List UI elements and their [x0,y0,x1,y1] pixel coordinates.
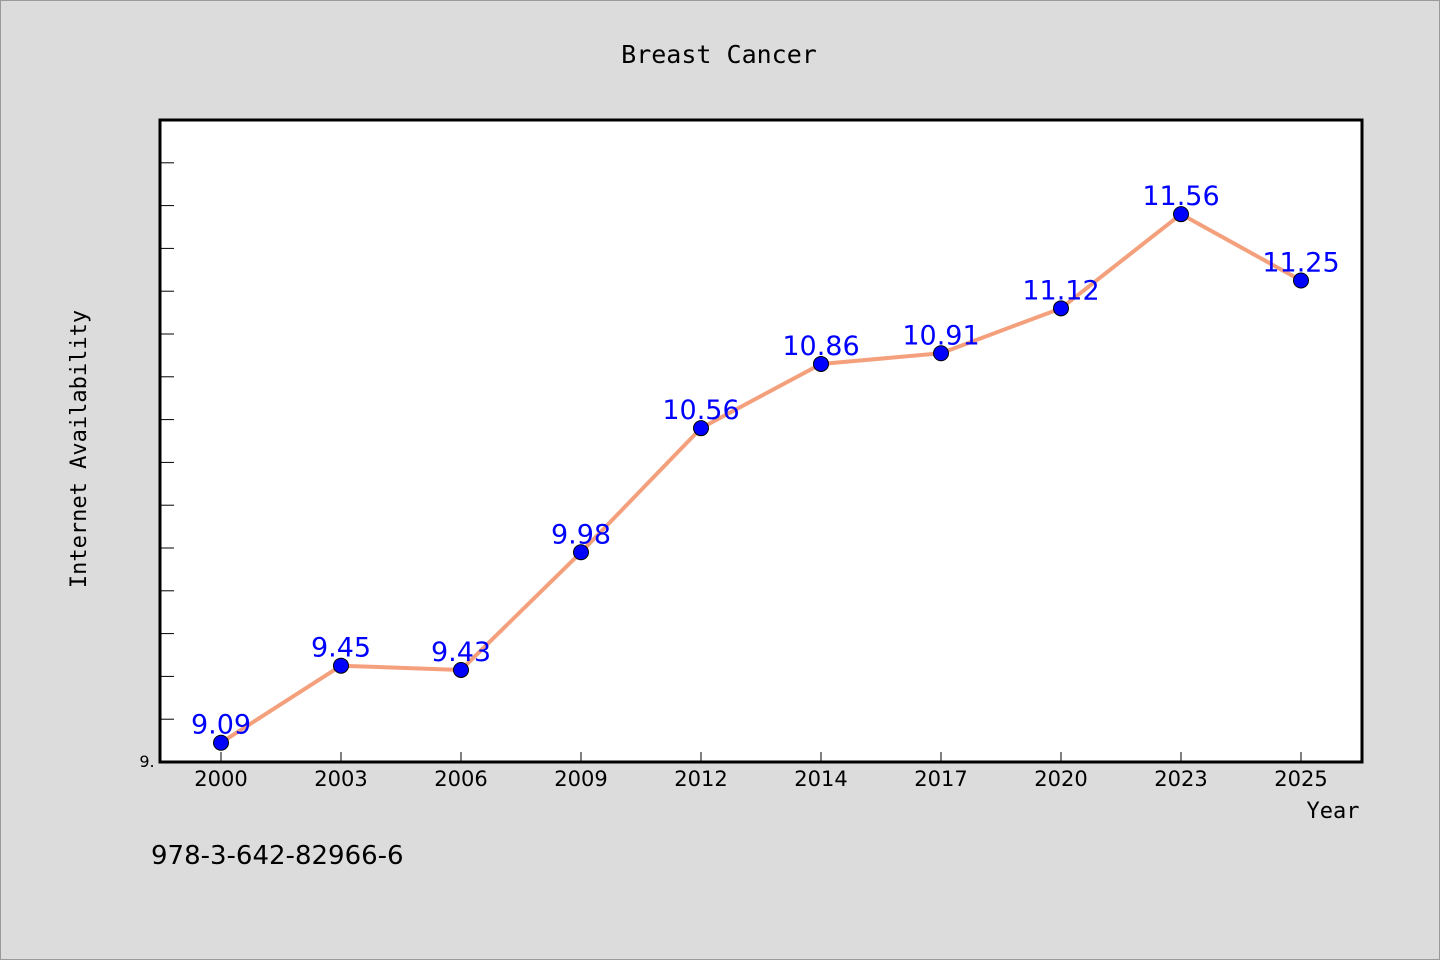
chart-title: Breast Cancer [621,40,817,69]
x-tick-label: 2017 [914,767,967,791]
data-label: 9.45 [311,633,371,664]
series-markers [213,206,1309,751]
data-label: 9.98 [551,519,611,550]
data-label: 11.12 [1022,275,1099,306]
data-point [453,661,469,678]
x-axis-label: Year [1307,799,1360,824]
data-point [1293,272,1309,289]
data-label: 10.56 [662,395,739,426]
series-line [219,212,1303,745]
data-label: 11.25 [1262,248,1339,279]
data-point [1053,300,1069,317]
x-tick-label: 2000 [194,767,247,791]
data-point [333,657,349,674]
data-point [213,734,229,751]
y-axis-label: Internet Availability [67,310,92,588]
data-label: 9.09 [191,710,251,741]
data-point [813,355,829,372]
y-tick-label: 9. [139,752,154,771]
data-point [573,544,589,561]
data-label: 11.56 [1142,181,1219,212]
data-labels: 9.09 9.45 9.43 9.98 10.56 10.86 10.91 11.12 11.5… [191,181,1340,741]
footer-text: 978-3-642-82966-6 [151,841,404,871]
data-label: 10.91 [902,320,979,351]
data-point [693,420,709,437]
x-tick-label: 2006 [434,767,487,791]
x-tick-label: 2003 [314,767,367,791]
x-tick-label: 2012 [674,767,727,791]
x-tick-label: 2023 [1154,767,1207,791]
data-label: 9.43 [431,637,491,668]
data-label: 10.86 [782,331,859,362]
y-axis-ticks [160,119,174,720]
x-axis-tick-labels: 2000 2003 2006 2009 2012 2014 2017 2020 2023 2025 [194,767,1327,791]
x-axis-ticks [220,752,1302,762]
data-point [1173,206,1189,223]
x-tick-label: 2025 [1274,767,1327,791]
x-tick-label: 2020 [1034,767,1087,791]
x-tick-label: 2014 [794,767,847,791]
x-tick-label: 2009 [554,767,607,791]
data-point [933,345,949,362]
